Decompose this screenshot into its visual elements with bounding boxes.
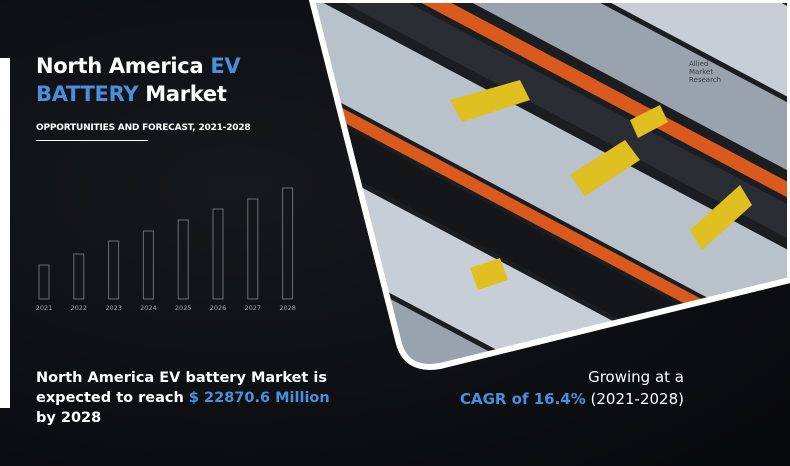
bar-2022 (73, 253, 85, 300)
logo-line: Research (689, 76, 722, 84)
growth-line: Growing at a (588, 368, 684, 386)
summary-line: North America EV battery Market is (36, 370, 327, 386)
growth-summary: Growing at a CAGR of 16.4% (2021-2028) (460, 366, 684, 410)
bar-2026 (212, 208, 224, 300)
x-tick-label: 2025 (175, 304, 192, 312)
bar-2025 (177, 219, 189, 300)
x-tick-label: 2026 (210, 304, 227, 312)
market-value: $ 22870.6 Million (188, 390, 330, 406)
accent-strip (0, 58, 10, 408)
x-tick-label: 2024 (140, 304, 157, 312)
summary-line: expected to reach (36, 390, 189, 406)
x-tick-label: 2023 (105, 304, 122, 312)
title-text: North America (36, 54, 211, 78)
x-tick-label: 2022 (71, 304, 88, 312)
bar-2023 (108, 240, 120, 300)
divider (36, 140, 148, 141)
bar-2024 (142, 230, 154, 300)
title-text: Market (138, 82, 227, 106)
growth-period: (2021-2028) (585, 390, 684, 408)
logo-line: Market (689, 68, 714, 76)
page-title: North America EV BATTERY Market (36, 52, 241, 108)
subtitle: OPPORTUNITIES AND FORECAST, 2021-2028 (36, 123, 251, 133)
summary-line: by 2028 (36, 410, 102, 426)
x-tick-label: 2027 (245, 304, 262, 312)
cagr-value: CAGR of 16.4% (459, 390, 586, 408)
title-accent: EV (210, 54, 241, 78)
bar-2021 (38, 264, 50, 300)
bar-2028 (282, 187, 294, 300)
bar-2027 (247, 198, 259, 300)
logo: Allied Market Research (689, 60, 721, 84)
market-summary: North America EV battery Market is expec… (36, 368, 330, 428)
x-tick-label: 2021 (36, 304, 53, 312)
x-tick-label: 2028 (279, 304, 296, 312)
bar-chart: 2021 2022 2023 2024 2025 2026 2027 2028 (36, 187, 296, 312)
logo-line: Allied (689, 60, 709, 68)
title-accent: BATTERY (36, 82, 139, 106)
